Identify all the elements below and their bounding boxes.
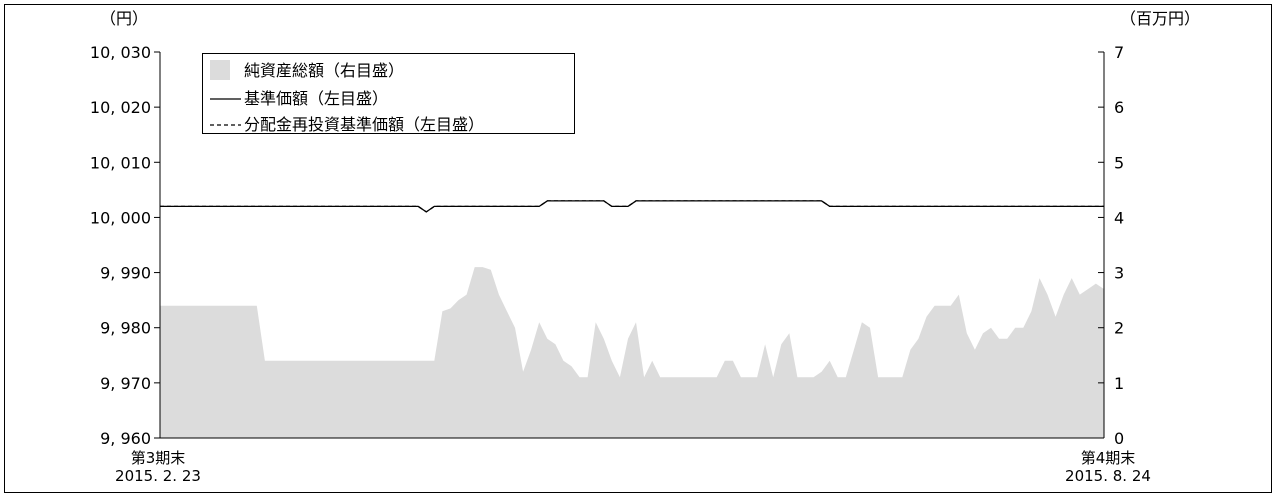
left-tick-label: 9, 990 [100, 264, 151, 283]
left-tick-label: 9, 960 [100, 429, 151, 448]
right-tick-label: 5 [1114, 153, 1124, 172]
right-tick-label: 1 [1114, 374, 1124, 393]
left-tick-label: 10, 010 [90, 153, 151, 172]
right-tick-label: 2 [1114, 319, 1124, 338]
legend-label-net-assets: 純資産総額（右目盛） [244, 61, 404, 80]
right-tick-label: 3 [1114, 264, 1124, 283]
legend-box [202, 53, 575, 134]
left-axis-unit: （円） [100, 9, 148, 28]
legend-label-nav: 基準価額（左目盛） [244, 89, 388, 108]
chart-frame [4, 4, 1272, 493]
line-layer [160, 200, 1104, 213]
left-tick-label: 10, 020 [90, 98, 151, 117]
series-area-net-assets [160, 267, 1104, 438]
right-tick-label: 7 [1114, 43, 1124, 62]
right-tick-label: 4 [1114, 208, 1124, 227]
legend-label-reinvested-nav: 分配金再投資基準価額（左目盛） [244, 115, 484, 134]
legend-area-swatch [210, 60, 230, 80]
left-tick-label: 9, 980 [100, 319, 151, 338]
x-end-date: 2015. 8. 24 [1065, 467, 1151, 485]
right-tick-label: 6 [1114, 98, 1124, 117]
left-tick-label: 10, 030 [90, 43, 151, 62]
area-layer [160, 267, 1104, 438]
right-tick-label: 0 [1114, 429, 1124, 448]
right-axis-unit: （百万円） [1120, 9, 1200, 28]
series-line-reinvested-nav [160, 200, 1104, 213]
left-tick-label: 9, 970 [100, 374, 151, 393]
legend: 純資産総額（右目盛） 基準価額（左目盛） 分配金再投資基準価額（左目盛） [202, 53, 575, 134]
x-end-label: 第4期末 [1081, 449, 1136, 467]
x-start-date: 2015. 2. 23 [115, 467, 201, 485]
x-start-label: 第3期末 [131, 449, 186, 467]
left-tick-label: 10, 000 [90, 208, 151, 227]
